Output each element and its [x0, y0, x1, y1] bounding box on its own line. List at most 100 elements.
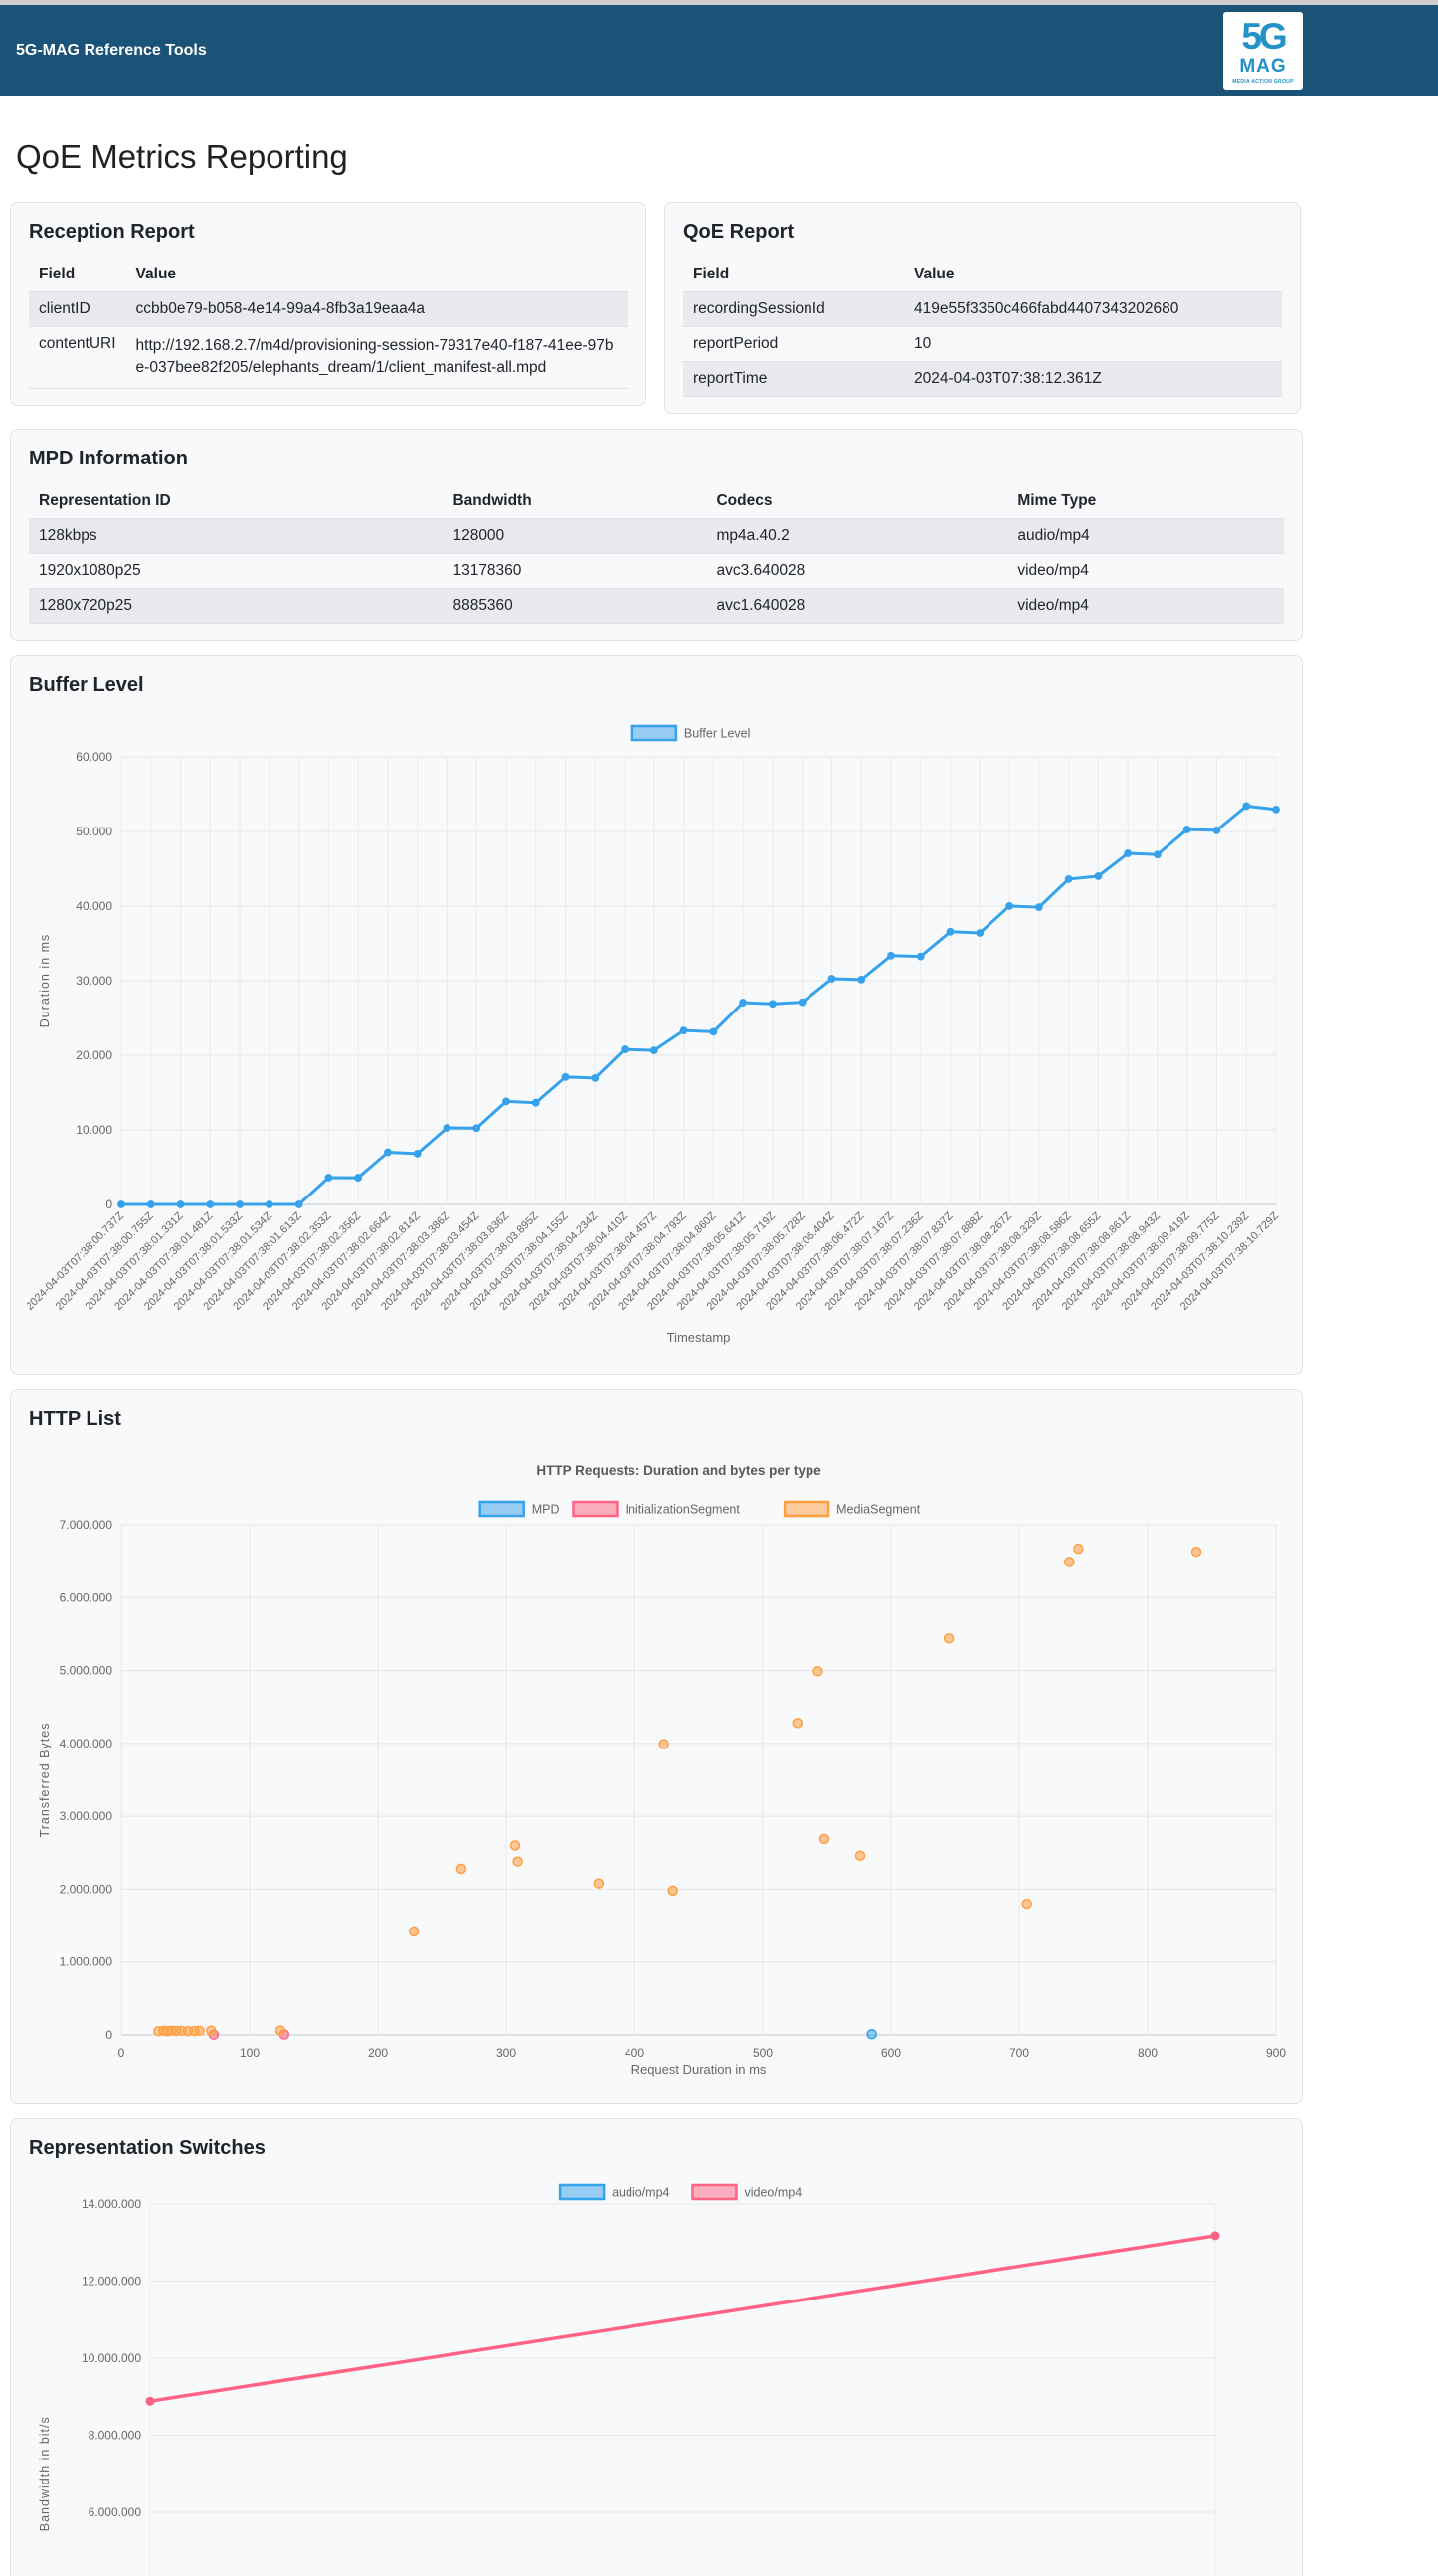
data-point[interactable] [1005, 902, 1013, 910]
data-point[interactable] [916, 952, 925, 961]
data-point[interactable] [206, 2025, 217, 2036]
data-point[interactable] [792, 1718, 804, 1729]
data-point[interactable] [854, 1850, 866, 1861]
data-point[interactable] [324, 1174, 333, 1182]
top-strip [0, 0, 1438, 5]
legend-item-InitializationSegment[interactable]: InitializationSegment [572, 1500, 741, 1518]
table-row: 1280x720p25 8885360 avc1.640028 video/mp… [29, 588, 1284, 624]
data-point[interactable] [1021, 1898, 1032, 1910]
data-point[interactable] [509, 1840, 521, 1851]
data-point[interactable] [413, 1149, 422, 1158]
data-point[interactable] [443, 1124, 451, 1132]
data-point[interactable] [1272, 805, 1280, 814]
data-point[interactable] [621, 1045, 629, 1053]
bandwidth-cell: 13178360 [443, 553, 707, 589]
data-point[interactable] [887, 951, 895, 960]
svg-text:video/mp4: video/mp4 [745, 2186, 803, 2200]
table-row: contentURI http://192.168.2.7/m4d/provis… [29, 326, 628, 389]
svg-text:700: 700 [1009, 2046, 1029, 2060]
data-point[interactable] [1064, 1557, 1075, 1567]
data-point[interactable] [943, 1633, 955, 1644]
data-point[interactable] [769, 1000, 777, 1009]
data-point[interactable] [384, 1148, 392, 1157]
data-point[interactable] [408, 1926, 420, 1937]
table-row: clientID ccbb0e79-b058-4e14-99a4-8fb3a19… [29, 291, 628, 327]
svg-text:200: 200 [368, 2046, 388, 2060]
svg-text:600: 600 [881, 2046, 901, 2060]
value-cell: 10 [904, 326, 1282, 362]
data-point[interactable] [206, 1200, 215, 1208]
buffer-level-chart[interactable]: 60.00050.00040.00030.00020.00010.0000202… [27, 711, 1286, 1358]
data-point[interactable] [1064, 875, 1073, 883]
data-point[interactable] [1212, 826, 1221, 834]
value-cell: 419e55f3350c466fabd4407343202680 [904, 291, 1282, 327]
data-point[interactable] [1190, 1546, 1202, 1558]
svg-text:300: 300 [496, 2046, 516, 2060]
data-point[interactable] [1124, 849, 1133, 857]
data-point[interactable] [236, 1200, 244, 1208]
data-point[interactable] [1094, 872, 1103, 880]
data-point[interactable] [455, 1863, 467, 1875]
data-point[interactable] [1210, 2231, 1220, 2241]
data-point[interactable] [561, 1072, 570, 1081]
data-point[interactable] [593, 1878, 605, 1889]
data-point[interactable] [265, 1200, 273, 1208]
data-point[interactable] [658, 1739, 669, 1749]
data-point[interactable] [591, 1073, 600, 1082]
data-point[interactable] [1242, 802, 1251, 811]
qoe-report-card: QoE Report Field Value recordingSessionI… [664, 202, 1301, 414]
reception-report-card: Reception Report Field Value clientID cc… [10, 202, 646, 406]
data-point[interactable] [531, 1098, 540, 1107]
field-cell: contentURI [29, 326, 126, 389]
data-point[interactable] [709, 1027, 718, 1036]
data-point[interactable] [667, 1885, 678, 1897]
legend-item-MPD[interactable]: MPD [478, 1500, 560, 1518]
mpd-information-title: MPD Information [29, 448, 188, 469]
data-point[interactable] [649, 1046, 658, 1055]
column-header-codecs: Codecs [706, 484, 1008, 519]
data-point[interactable] [1034, 903, 1043, 912]
legend-item-video/mp4[interactable]: video/mp4 [691, 2183, 803, 2201]
field-cell: clientID [29, 291, 126, 327]
chart-grid: 7.000.000 6.000.000 5.000.000 4.000.000 3.00… [60, 1518, 1286, 2060]
data-point[interactable] [739, 999, 748, 1007]
chart-legend: MPD InitializationSegment MediaSegment [478, 1500, 921, 1518]
data-point[interactable] [1182, 826, 1191, 833]
data-point[interactable] [294, 1200, 303, 1208]
legend-item-audio/mp4[interactable]: audio/mp4 [558, 2183, 670, 2201]
representation-id-cell: 1280x720p25 [29, 588, 444, 624]
data-point[interactable] [812, 1666, 823, 1677]
legend-item-MediaSegment[interactable]: MediaSegment [783, 1500, 921, 1518]
column-header-value: Value [904, 258, 1282, 292]
data-point[interactable] [472, 1124, 481, 1133]
svg-text:14.000.000: 14.000.000 [82, 2197, 141, 2211]
data-point[interactable] [502, 1097, 510, 1106]
app-header: 5G-MAG Reference Tools 5G MAG MEDIA ACTI… [0, 5, 1438, 96]
data-point[interactable] [679, 1026, 688, 1035]
mpd-information-table: Representation ID Bandwidth Codecs Mime … [29, 484, 1284, 624]
data-point[interactable] [274, 2025, 286, 2036]
legend-item-Buffer Level[interactable]: Buffer Level [630, 724, 750, 742]
http-requests-chart[interactable]: 7.000.000 6.000.000 5.000.000 4.000.000 3.00… [27, 1445, 1286, 2087]
column-header-bandwidth: Bandwidth [443, 484, 707, 519]
data-point[interactable] [512, 1856, 523, 1867]
data-point[interactable] [798, 998, 807, 1007]
data-point[interactable] [145, 2396, 155, 2406]
data-point[interactable] [857, 975, 866, 984]
representation-switches-chart[interactable]: 14.000.000 12.000.000 10.000.000 8.000.000 6… [27, 2174, 1286, 2576]
data-point[interactable] [818, 1833, 830, 1845]
field-cell: recordingSessionId [683, 291, 904, 327]
data-point[interactable] [866, 2029, 877, 2040]
data-point[interactable] [1073, 1543, 1084, 1555]
data-point[interactable] [176, 1200, 185, 1208]
svg-text:40.000: 40.000 [76, 899, 112, 913]
data-point[interactable] [946, 927, 955, 936]
data-point[interactable] [194, 2025, 205, 2037]
data-point[interactable] [146, 1200, 155, 1208]
data-point[interactable] [117, 1200, 125, 1208]
data-point[interactable] [827, 975, 836, 983]
data-point[interactable] [1154, 850, 1162, 859]
data-point[interactable] [354, 1174, 363, 1182]
data-point[interactable] [976, 929, 985, 937]
svg-text:20.000: 20.000 [76, 1048, 112, 1062]
